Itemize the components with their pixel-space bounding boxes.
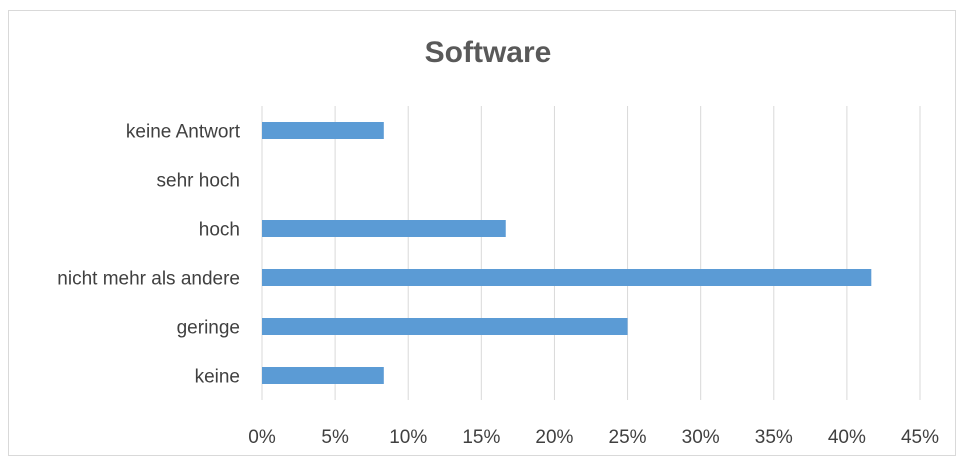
bar-5 (262, 367, 384, 384)
x-tick-label: 0% (248, 427, 276, 448)
bar-4 (262, 318, 628, 335)
x-tick-label: 40% (828, 427, 866, 448)
category-label: hoch (199, 220, 240, 241)
x-tick-label: 15% (462, 427, 500, 448)
x-tick-label: 35% (755, 427, 793, 448)
category-label: sehr hoch (157, 171, 240, 192)
category-label: nicht mehr als andere (57, 269, 240, 290)
x-tick-label: 25% (609, 427, 647, 448)
category-label: keine (195, 367, 240, 388)
x-tick-label: 10% (389, 427, 427, 448)
category-label: keine Antwort (126, 122, 241, 143)
chart-title: Software (424, 36, 552, 69)
bar-3 (262, 269, 872, 286)
x-tick-label: 5% (321, 427, 349, 448)
category-label: geringe (177, 318, 240, 339)
x-tick-label: 45% (901, 427, 939, 448)
bar-2 (262, 220, 506, 237)
x-tick-label: 30% (682, 427, 720, 448)
x-tick-label: 20% (535, 427, 573, 448)
bar-0 (262, 122, 384, 139)
